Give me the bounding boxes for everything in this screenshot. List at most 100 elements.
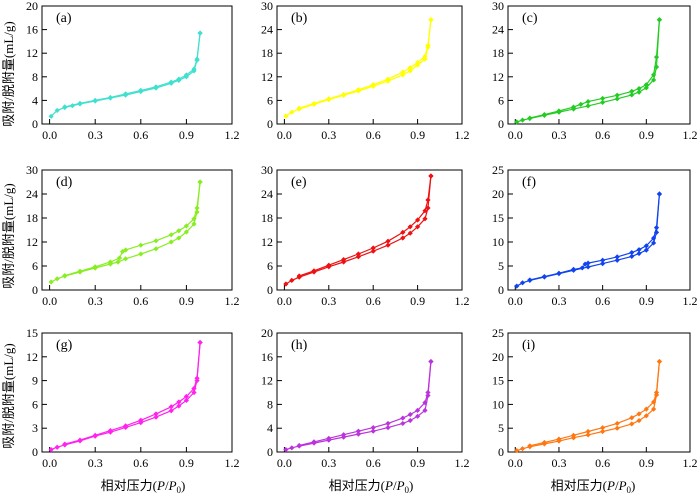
- y-tick-label: 10: [492, 235, 504, 249]
- adsorption-point: [355, 431, 361, 437]
- desorption-point: [123, 423, 129, 429]
- desorption-point: [197, 179, 203, 185]
- desorption-point: [653, 389, 660, 396]
- adsorption-point: [191, 221, 197, 227]
- y-tick-label: 0: [32, 445, 38, 459]
- desorption-point: [570, 432, 577, 438]
- plot-frame: [276, 5, 463, 125]
- y-tick-label: 30: [492, 0, 504, 13]
- y-tick-label: 5: [498, 421, 504, 435]
- desorption-point: [385, 76, 391, 82]
- adsorption-point: [514, 119, 520, 125]
- desorption-point: [600, 257, 606, 263]
- desorption-point: [636, 411, 642, 417]
- y-tick-label: 24: [261, 23, 273, 37]
- desorption-point: [556, 108, 562, 114]
- desorption-point: [153, 238, 159, 244]
- desorption-point: [123, 91, 129, 97]
- y-tick-label: 4: [267, 421, 273, 435]
- y-tick-label: 20: [26, 0, 38, 13]
- desorption-point: [194, 205, 200, 211]
- adsorption-point: [585, 264, 591, 270]
- desorption-point: [326, 96, 332, 102]
- x-tick-label: 0.6: [595, 294, 610, 308]
- adsorption-point: [629, 92, 635, 98]
- desorption-point: [570, 104, 577, 110]
- x-tick-label: 0.3: [321, 128, 336, 142]
- adsorption-point: [191, 389, 197, 396]
- adsorption-point: [407, 230, 413, 236]
- adsorption-line: [50, 33, 201, 117]
- y-tick-label: 24: [261, 187, 273, 201]
- x-axis-label-col-3: 相对压力(P/P0): [551, 478, 636, 495]
- adsorption-point: [289, 445, 295, 451]
- desorption-point: [107, 94, 113, 101]
- desorption-point: [579, 265, 585, 271]
- desorption-point: [62, 273, 68, 279]
- y-axis-label-row-3: 吸附/脱附量(mL/g): [1, 343, 16, 448]
- adsorption-point: [643, 85, 649, 91]
- desorption-point: [415, 407, 421, 413]
- desorption-point: [407, 65, 413, 71]
- y-tick-label: 15: [492, 374, 504, 388]
- desorption-point: [614, 420, 620, 427]
- y-tick-label: 24: [492, 23, 504, 37]
- adsorption-point: [407, 68, 413, 74]
- desorption-point: [62, 104, 68, 110]
- desorption-point: [407, 411, 413, 418]
- desorption-point: [77, 100, 83, 106]
- desorption-point: [176, 399, 182, 405]
- desorption-point: [62, 441, 68, 447]
- plot-frame: [41, 332, 233, 453]
- desorption-point: [92, 264, 98, 270]
- y-tick-label: 25: [492, 326, 504, 340]
- adsorption-point: [422, 407, 428, 413]
- x-tick-label: 0.6: [366, 128, 381, 142]
- panel-label: (e): [291, 175, 307, 190]
- desorption-point: [651, 399, 657, 405]
- x-tick-label: 1.2: [683, 128, 698, 142]
- x-tick-label: 0.3: [321, 294, 336, 308]
- desorption-point: [556, 270, 562, 276]
- adsorption-point: [183, 229, 189, 235]
- x-tick-label: 0.0: [277, 294, 292, 308]
- desorption-point: [355, 251, 361, 257]
- panel-3: 0.0 0.3 0.6 0.9 1.2 0 6 12 18 24 30 (c): [492, 0, 698, 142]
- adsorption-point: [519, 280, 526, 286]
- desorption-point: [425, 42, 431, 48]
- y-tick-label: 10: [492, 397, 504, 411]
- x-tick-label: 0.0: [42, 294, 57, 308]
- x-tick-label: 0.3: [551, 456, 566, 470]
- y-tick-label: 5: [498, 259, 504, 273]
- y-tick-label: 12: [261, 374, 273, 388]
- desorption-point: [585, 98, 591, 105]
- desorption-point: [197, 30, 203, 36]
- desorption-point: [585, 428, 591, 435]
- y-tick-label: 6: [498, 93, 504, 107]
- plot-frame: [507, 169, 691, 291]
- y-tick-label: 0: [498, 445, 504, 459]
- y-tick-label: 24: [26, 187, 38, 201]
- y-tick-label: 20: [492, 187, 504, 201]
- desorption-point: [311, 439, 317, 445]
- desorption-point: [138, 242, 144, 248]
- y-tick-label: 30: [26, 163, 38, 177]
- adsorption-point: [600, 99, 606, 105]
- desorption-point: [191, 385, 197, 392]
- x-tick-label: 0.3: [88, 294, 103, 308]
- adsorption-point: [643, 413, 649, 419]
- x-tick-label: 1.2: [225, 294, 240, 308]
- adsorption-point: [289, 109, 295, 115]
- adsorption-point: [585, 103, 591, 109]
- y-tick-label: 12: [492, 70, 504, 84]
- desorption-point: [527, 277, 533, 283]
- x-tick-label: 0.3: [88, 128, 103, 142]
- y-tick-label: 16: [26, 23, 38, 37]
- desorption-point: [400, 415, 406, 421]
- desorption-line: [299, 19, 432, 109]
- desorption-point: [168, 232, 174, 238]
- desorption-point: [428, 17, 434, 23]
- x-tick-label: 0.0: [508, 294, 523, 308]
- x-axis-label-col-1: 相对压力(P/P0): [101, 478, 186, 495]
